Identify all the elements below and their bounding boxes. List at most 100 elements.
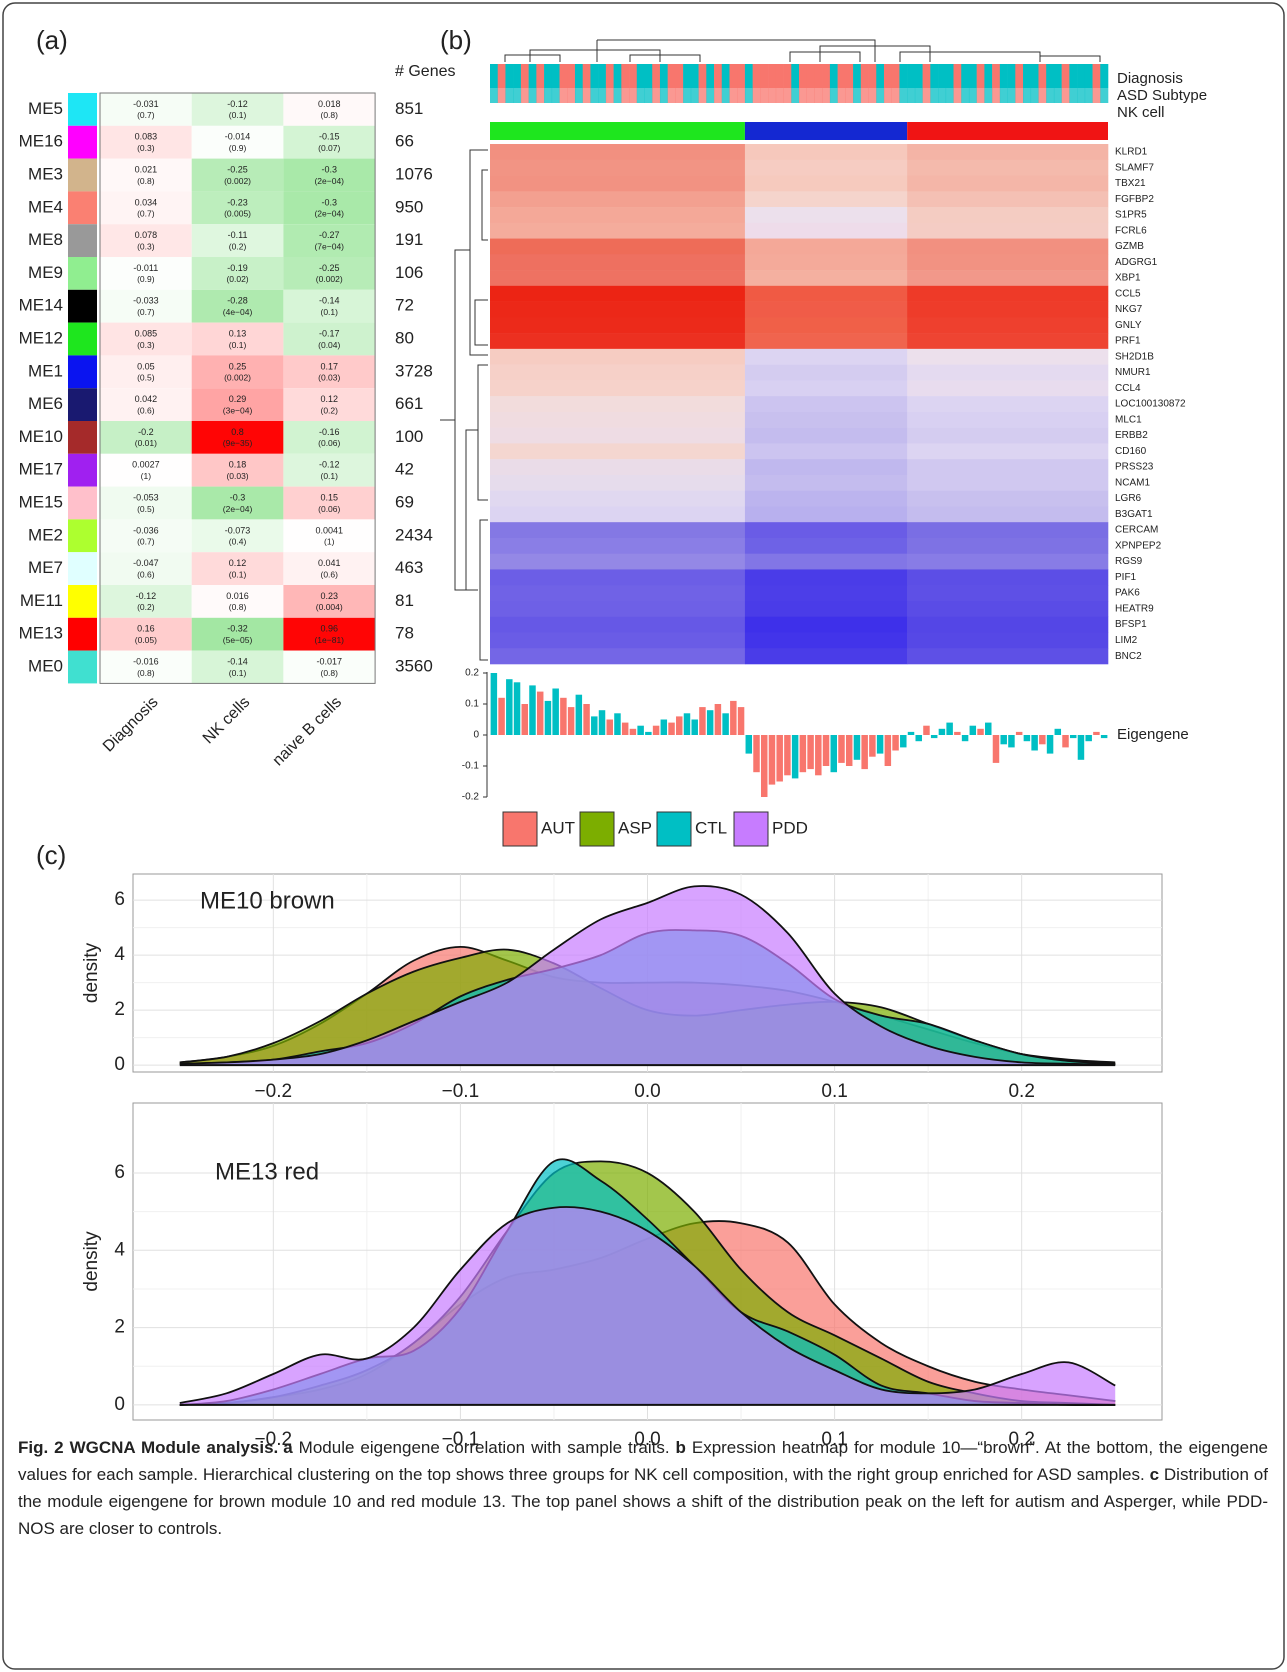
gene-label: ERBB2 — [1115, 430, 1148, 441]
subtype-cell — [1069, 88, 1078, 103]
module-color — [68, 93, 97, 126]
heatmap-cell — [907, 427, 1109, 444]
bar — [776, 735, 783, 782]
heatmap-cell — [744, 144, 908, 161]
correlation-value: -0.12 — [227, 99, 248, 109]
diagnosis-cell — [551, 64, 560, 88]
y-axis-label: density — [81, 1231, 102, 1292]
legend-label: CTL — [695, 818, 727, 837]
correlation-value: 0.042 — [135, 394, 158, 404]
panel-label: (c) — [36, 840, 66, 870]
subtype-cell — [976, 88, 985, 103]
bar — [838, 735, 845, 763]
subtype-cell — [791, 88, 800, 103]
bar — [977, 728, 984, 735]
diagnosis-cell — [675, 64, 684, 88]
heatmap-cell — [490, 569, 746, 586]
correlation-cell — [283, 93, 376, 126]
diagnosis-cell — [706, 64, 715, 88]
bar — [791, 735, 799, 779]
heatmap-cell — [907, 411, 1109, 428]
heatmap-cell — [490, 364, 746, 381]
correlation-cell — [283, 486, 376, 520]
correlation-value: 0.25 — [229, 361, 247, 371]
p-value: (0.2) — [321, 405, 339, 415]
bar — [876, 735, 884, 754]
bar — [652, 725, 660, 735]
p-value: (0.3) — [137, 143, 155, 153]
subtype-cell — [698, 88, 707, 103]
bar — [853, 735, 861, 760]
y-tick-label: 0.2 — [465, 668, 479, 679]
diagnosis-cell — [667, 64, 676, 88]
correlation-cell — [100, 388, 192, 421]
correlation-value: -0.16 — [319, 427, 340, 437]
correlation-cell — [100, 125, 192, 159]
bar — [869, 735, 876, 757]
diagnosis-cell — [860, 64, 869, 88]
heatmap-cell — [744, 506, 908, 523]
bar — [1069, 735, 1077, 739]
diagnosis-cell — [644, 64, 653, 88]
p-value: (0.9) — [229, 143, 247, 153]
subtype-cell — [853, 88, 862, 103]
heatmap-cell — [490, 506, 746, 523]
heatmap-cell — [490, 380, 746, 397]
heatmap-cell — [907, 191, 1109, 208]
p-value: (0.7) — [137, 209, 155, 219]
correlation-cell — [100, 585, 192, 618]
p-value: (2e−04) — [223, 504, 253, 514]
correlation-cell — [283, 519, 376, 553]
diagnosis-cell — [490, 64, 499, 88]
diagnosis-cell — [497, 64, 506, 88]
module-name: ME9 — [28, 263, 63, 282]
panel-label: (a) — [36, 25, 68, 55]
heatmap-cell — [744, 207, 908, 224]
correlation-value: -0.15 — [319, 132, 340, 142]
heatmap-cell — [744, 317, 908, 334]
heatmap-cell — [907, 159, 1109, 176]
heatmap-cell — [490, 490, 746, 507]
correlation-value: 0.016 — [226, 591, 249, 601]
bar — [490, 673, 498, 735]
bar — [830, 735, 838, 773]
bar — [1023, 735, 1031, 742]
y-tick-label: 2 — [114, 1317, 125, 1338]
correlation-value: 0.05 — [137, 361, 155, 371]
diagnosis-cell — [853, 64, 862, 88]
bar — [614, 713, 621, 735]
bar — [567, 707, 575, 735]
subtype-cell — [883, 88, 892, 103]
p-value: (0.05) — [135, 635, 157, 645]
gene-label: FGFBP2 — [1115, 194, 1154, 205]
subtype-cell — [938, 88, 947, 103]
heatmap-cell — [907, 207, 1109, 224]
diagnosis-cell — [528, 64, 537, 88]
bar — [529, 685, 536, 735]
bar — [745, 735, 753, 754]
heatmap-cell — [907, 380, 1109, 397]
correlation-cell — [283, 125, 376, 159]
correlation-value: -0.3 — [230, 492, 246, 502]
bar — [753, 735, 760, 773]
heatmap-cell — [744, 238, 908, 255]
diagnosis-cell — [683, 64, 692, 88]
subtype-cell — [567, 88, 576, 103]
gene-label: PRSS23 — [1115, 462, 1154, 473]
subtype-cell — [621, 88, 630, 103]
heatmap-cell — [907, 474, 1109, 491]
subtype-cell — [1015, 88, 1024, 103]
subtype-cell — [752, 88, 761, 103]
diagnosis-cell — [721, 64, 730, 88]
subtype-cell — [845, 88, 854, 103]
subtype-cell — [899, 88, 908, 103]
p-value: (0.8) — [137, 176, 155, 186]
gene-label: B3GAT1 — [1115, 509, 1153, 520]
diagnosis-cell — [1023, 64, 1032, 88]
diagnosis-cell — [520, 64, 529, 88]
gene-count: 106 — [395, 263, 423, 282]
subtype-cell — [922, 88, 931, 103]
correlation-value: -0.32 — [227, 624, 248, 634]
bar — [513, 682, 521, 735]
